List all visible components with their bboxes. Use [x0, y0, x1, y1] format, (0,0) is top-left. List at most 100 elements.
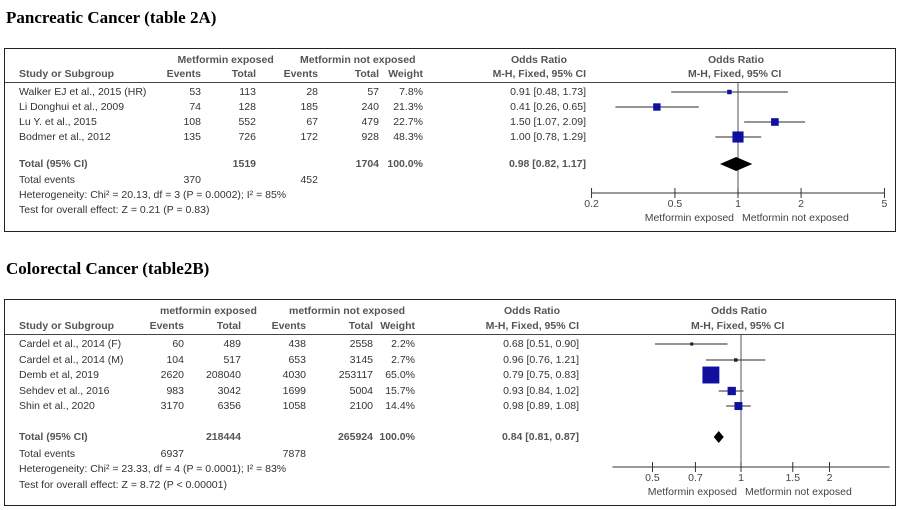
axis-tick-label: 0.5: [645, 472, 660, 484]
point-estimate: [734, 358, 738, 362]
total-events-not-exposed: 452: [300, 174, 318, 186]
group2-header: metformin not exposed: [289, 305, 406, 317]
study-name: Demb et al, 2019: [19, 369, 99, 381]
study-t1: 128: [238, 101, 256, 113]
study-t1: 517: [223, 354, 241, 366]
header-divider: [5, 82, 895, 83]
total-t1: 1519: [232, 158, 256, 170]
study-weight: 48.3%: [393, 131, 423, 143]
study-ci: 0.68 [0.51, 0.90]: [503, 338, 579, 350]
study-e1: 60: [172, 338, 184, 350]
left-direction-label: Metformin exposed: [648, 486, 737, 498]
total-ci: 0.98 [0.82, 1.17]: [508, 158, 586, 170]
study-ci: 0.79 [0.75, 0.83]: [503, 369, 579, 381]
col-header: Events: [283, 68, 318, 80]
study-t1: 6356: [217, 400, 241, 412]
axis-tick-label: 1.5: [785, 472, 800, 484]
study-ci: 1.50 [1.07, 2.09]: [510, 116, 586, 128]
study-t2: 2558: [349, 338, 373, 350]
study-ci: 0.91 [0.48, 1.73]: [510, 86, 586, 98]
title-colorectal: Colorectal Cancer (table2B): [6, 259, 210, 278]
point-estimate: [702, 366, 720, 384]
study-e2: 172: [300, 131, 318, 143]
plot-odds-ratio-header: Odds Ratio: [711, 305, 768, 317]
overall-effect: Test for overall effect: Z = 0.21 (P = 0…: [19, 204, 210, 216]
total-t2: 265924: [337, 431, 373, 443]
total-weight: 100.0%: [379, 431, 415, 443]
header-divider: [5, 334, 895, 335]
study-t2: 240: [361, 101, 379, 113]
axis-tick-label: 2: [798, 198, 804, 210]
study-t2: 2100: [349, 400, 373, 412]
study-name: Lu Y. et al., 2015: [19, 116, 97, 128]
study-t2: 253117: [338, 369, 373, 381]
study-t2: 5004: [349, 385, 373, 397]
study-weight: 15.7%: [385, 385, 415, 397]
study-e1: 983: [166, 385, 184, 397]
study-weight: 22.7%: [393, 116, 423, 128]
study-weight: 2.2%: [391, 338, 415, 350]
col-header: Total: [231, 68, 256, 80]
study-e2: 4030: [282, 369, 306, 381]
study-ci: 0.93 [0.84, 1.02]: [503, 385, 579, 397]
total-events-label: Total events: [19, 174, 76, 186]
study-weight: 21.3%: [393, 101, 423, 113]
study-t1: 113: [239, 86, 256, 98]
study-ci: 0.96 [0.76, 1.21]: [503, 354, 579, 366]
total-events-label: Total events: [19, 448, 76, 460]
study-e2: 1699: [282, 385, 306, 397]
axis-tick-label: 2: [827, 472, 833, 484]
axis-tick-label: 1: [735, 198, 741, 210]
study-weight: 7.8%: [399, 86, 423, 98]
study-e1: 3170: [160, 400, 184, 412]
study-e2: 1058: [282, 400, 306, 412]
study-e1: 74: [189, 101, 201, 113]
axis-tick-label: 5: [882, 198, 888, 210]
study-t1: 552: [238, 116, 256, 128]
point-estimate: [734, 402, 743, 410]
point-estimate: [727, 386, 736, 396]
study-e1: 53: [189, 86, 201, 98]
heterogeneity: Heterogeneity: Chi² = 23.33, df = 4 (P =…: [19, 463, 287, 475]
col-header: Weight: [380, 320, 415, 332]
study-weight: 65.0%: [385, 369, 415, 381]
col-study: Study or Subgroup: [19, 320, 115, 332]
group2-header: Metformin not exposed: [300, 54, 416, 66]
plot-odds-ratio-header: Odds Ratio: [708, 54, 765, 66]
total-label: Total (95% CI): [19, 431, 88, 443]
study-e1: 2620: [160, 369, 184, 381]
study-t2: 3145: [349, 354, 373, 366]
study-e1: 104: [166, 354, 184, 366]
group1-header: Metformin exposed: [177, 54, 274, 66]
study-ci: 0.98 [0.89, 1.08]: [503, 400, 579, 412]
study-e2: 67: [306, 116, 318, 128]
study-e2: 438: [288, 338, 306, 350]
col-header: Weight: [388, 68, 423, 80]
study-name: Walker EJ et al., 2015 (HR): [19, 86, 147, 98]
study-weight: 14.4%: [385, 400, 415, 412]
left-direction-label: Metformin exposed: [645, 212, 734, 224]
axis-tick-label: 1: [738, 472, 744, 484]
axis-tick-label: 0.7: [688, 472, 703, 484]
study-t1: 726: [238, 131, 256, 143]
total-t1: 218444: [205, 431, 241, 443]
study-name: Cardel et al., 2014 (F): [19, 338, 122, 350]
point-estimate: [690, 342, 694, 346]
col-header: M-H, Fixed, 95% CI: [485, 320, 579, 332]
study-t2: 928: [361, 131, 379, 143]
point-estimate: [727, 89, 732, 95]
study-ci: 0.41 [0.26, 0.65]: [510, 101, 586, 113]
col-header: Events: [166, 68, 201, 80]
total-weight: 100.0%: [387, 158, 423, 170]
study-t2: 57: [367, 86, 379, 98]
col-header: Total: [348, 320, 373, 332]
total-events-not-exposed: 7878: [282, 448, 306, 460]
study-name: Li Donghui et al., 2009: [19, 101, 125, 113]
plot-method-header: M-H, Fixed, 95% CI: [688, 68, 782, 80]
col-header: Events: [271, 320, 306, 332]
total-events-exposed: 370: [183, 174, 201, 186]
forest-plot-svg: 0.5 0.7 1 1.5 2 Metformin exposed Metformin no…: [583, 334, 895, 498]
title-pancreatic: Pancreatic Cancer (table 2A): [6, 8, 217, 27]
col-header: M-H, Fixed, 95% CI: [492, 68, 586, 80]
study-name: Shin et al., 2020: [19, 400, 95, 412]
